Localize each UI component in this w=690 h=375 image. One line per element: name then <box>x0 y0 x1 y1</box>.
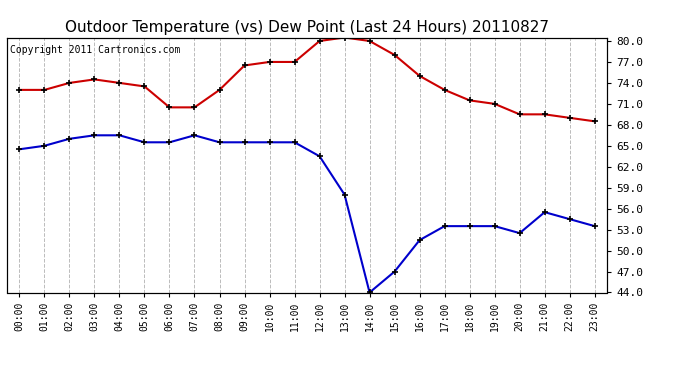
Title: Outdoor Temperature (vs) Dew Point (Last 24 Hours) 20110827: Outdoor Temperature (vs) Dew Point (Last… <box>65 20 549 35</box>
Text: Copyright 2011 Cartronics.com: Copyright 2011 Cartronics.com <box>10 45 180 55</box>
